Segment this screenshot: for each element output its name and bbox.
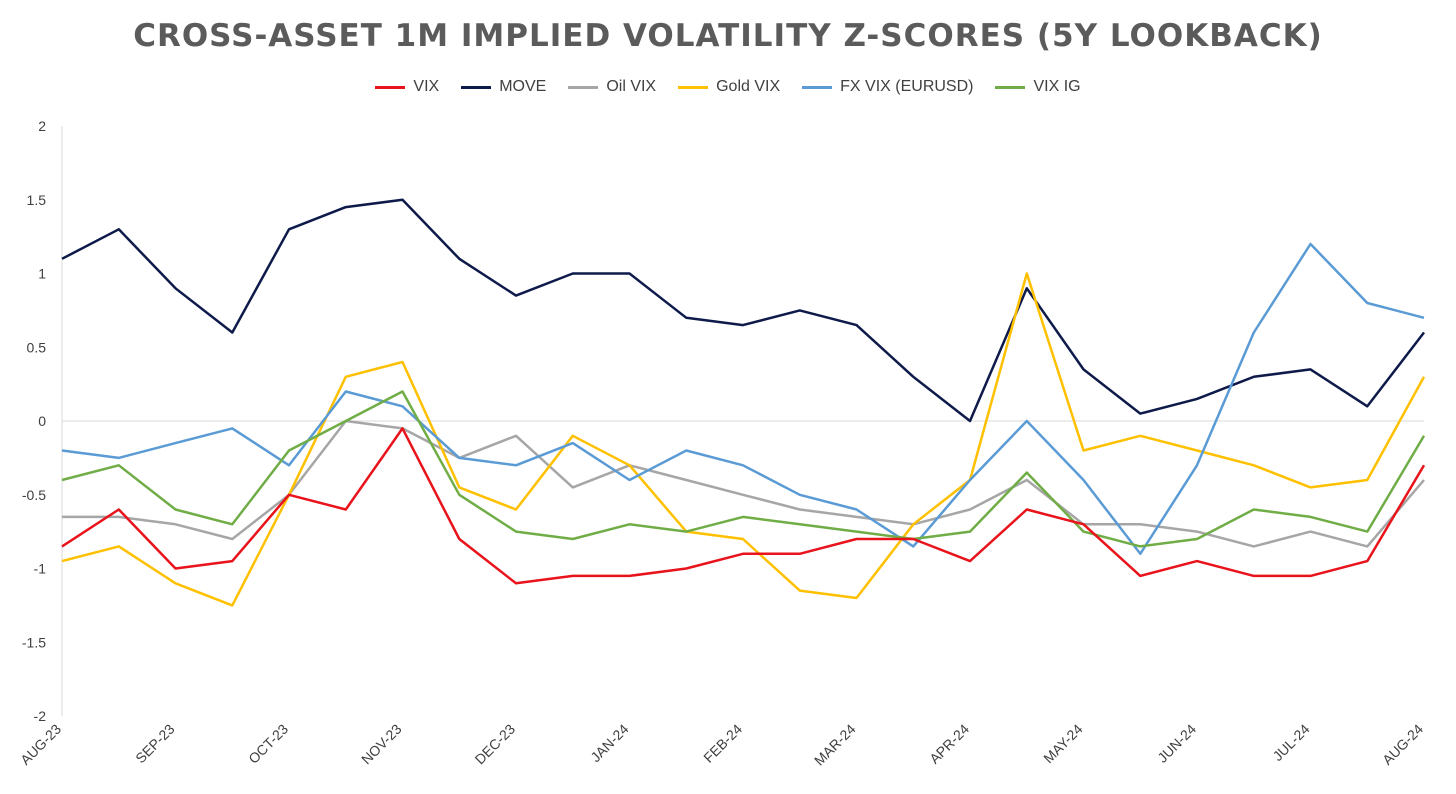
y-tick-label: 1.5 xyxy=(27,192,47,208)
x-tick-label: AUG-23 xyxy=(17,721,64,768)
x-tick-label: OCT-23 xyxy=(245,721,291,767)
legend-item: VIX IG xyxy=(995,78,1081,96)
legend-swatch xyxy=(802,85,833,89)
y-tick-label: 2 xyxy=(38,118,46,134)
legend-item: FX VIX (EURUSD) xyxy=(802,78,973,96)
y-tick-label: 0.5 xyxy=(27,339,47,355)
x-tick-label: JAN-24 xyxy=(587,721,631,765)
y-tick-label: 1 xyxy=(38,266,46,282)
x-tick-label: MAR-24 xyxy=(811,721,859,769)
legend-label: MOVE xyxy=(499,78,547,95)
x-tick-label: NOV-23 xyxy=(358,721,405,768)
x-tick-label: FEB-24 xyxy=(700,721,745,766)
chart-title: CROSS-ASSET 1M IMPLIED VOLATILITY Z-SCOR… xyxy=(133,18,1323,54)
legend-item: VIX xyxy=(375,78,439,96)
series-line-vix xyxy=(61,427,1426,585)
series-line-fx-vix-eurusd xyxy=(61,242,1425,556)
legend-item: Gold VIX xyxy=(678,78,780,96)
series-line-move xyxy=(61,198,1425,423)
x-tick-label: APR-24 xyxy=(926,721,972,767)
legend-swatch xyxy=(461,85,492,89)
legend-item: MOVE xyxy=(461,78,546,96)
y-tick-label: -2 xyxy=(34,708,47,724)
x-tick-label: DEC-23 xyxy=(472,721,519,768)
legend-swatch xyxy=(678,85,709,89)
legend-item: Oil VIX xyxy=(568,78,656,96)
legend-swatch xyxy=(995,85,1026,89)
series-line-gold-vix xyxy=(61,272,1426,607)
y-tick-label: -1.5 xyxy=(22,634,46,650)
series-line-vix-ig xyxy=(61,390,1426,548)
legend-label: FX VIX (EURUSD) xyxy=(840,78,974,95)
x-tick-label: JUN-24 xyxy=(1154,721,1199,766)
legend-label: VIX xyxy=(413,78,440,95)
legend-label: VIX IG xyxy=(1033,78,1081,95)
y-tick-label: -0.5 xyxy=(22,487,46,503)
y-tick-label: -1 xyxy=(34,561,47,577)
legend-swatch xyxy=(568,85,599,89)
x-tick-label: JUL-24 xyxy=(1269,721,1312,764)
x-tick-label: SEP-23 xyxy=(132,721,178,767)
legend-label: Oil VIX xyxy=(606,78,657,95)
legend-swatch xyxy=(375,85,406,89)
legend-label: Gold VIX xyxy=(716,78,781,95)
legend: VIX MOVE Oil VIX Gold VIX FX VIX (EURUSD) VIX… xyxy=(0,78,1456,96)
y-tick-label: 0 xyxy=(38,413,46,429)
x-tick-label: MAY-24 xyxy=(1040,721,1086,767)
x-tick-label: AUG-24 xyxy=(1379,721,1426,768)
